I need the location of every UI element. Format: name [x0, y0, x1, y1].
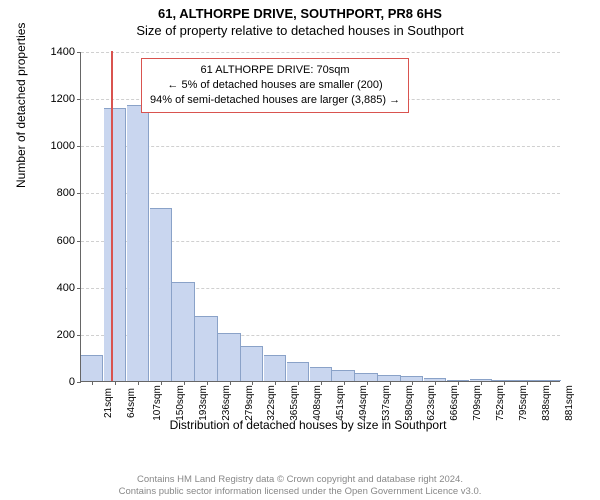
- x-tick-label: 150sqm: [175, 385, 186, 421]
- y-tick: [77, 52, 81, 53]
- x-tick-label: 64sqm: [126, 388, 137, 418]
- histogram-bar: [241, 346, 263, 381]
- x-tick-label: 795sqm: [518, 385, 529, 421]
- x-tick-label: 623sqm: [426, 385, 437, 421]
- x-tick-label: 881sqm: [563, 385, 574, 421]
- x-tick-label: 494sqm: [358, 385, 369, 421]
- x-tick-label: 279sqm: [243, 385, 254, 421]
- x-tick: [252, 381, 253, 385]
- x-tick: [550, 381, 551, 385]
- x-tick: [92, 381, 93, 385]
- x-tick: [527, 381, 528, 385]
- histogram-bar: [287, 362, 309, 381]
- x-tick: [298, 381, 299, 385]
- page-subtitle: Size of property relative to detached ho…: [0, 23, 600, 38]
- x-tick-label: 709sqm: [472, 385, 483, 421]
- x-tick: [115, 381, 116, 385]
- x-tick-label: 236sqm: [220, 385, 231, 421]
- x-tick: [367, 381, 368, 385]
- histogram-bar: [127, 105, 149, 381]
- x-tick: [344, 381, 345, 385]
- y-tick: [77, 146, 81, 147]
- footer-line-2: Contains public sector information licen…: [0, 486, 600, 498]
- histogram-bar: [172, 282, 194, 381]
- x-tick-label: 322sqm: [266, 385, 277, 421]
- x-tick-label: 193sqm: [198, 385, 209, 421]
- x-tick-label: 580sqm: [403, 385, 414, 421]
- y-tick-label: 600: [57, 235, 75, 247]
- x-tick: [230, 381, 231, 385]
- y-tick: [77, 241, 81, 242]
- footer: Contains HM Land Registry data © Crown c…: [0, 474, 600, 498]
- x-tick-label: 408sqm: [312, 385, 323, 421]
- histogram-bar: [195, 316, 217, 381]
- x-tick: [184, 381, 185, 385]
- x-tick-label: 365sqm: [289, 385, 300, 421]
- x-tick: [412, 381, 413, 385]
- x-tick-label: 752sqm: [495, 385, 506, 421]
- x-tick-label: 451sqm: [335, 385, 346, 421]
- histogram-bar: [310, 367, 332, 381]
- y-tick-label: 0: [69, 376, 75, 388]
- x-tick-label: 666sqm: [449, 385, 460, 421]
- x-tick: [321, 381, 322, 385]
- histogram-bar: [218, 333, 240, 381]
- plot-area: 020040060080010001200140021sqm64sqm107sq…: [80, 52, 560, 382]
- histogram-bar: [104, 108, 126, 381]
- histogram-bar: [81, 355, 103, 381]
- footer-line-1: Contains HM Land Registry data © Crown c…: [0, 474, 600, 486]
- y-tick: [77, 382, 81, 383]
- x-tick: [504, 381, 505, 385]
- x-tick: [435, 381, 436, 385]
- annotation-line-2: ← 5% of detached houses are smaller (200…: [150, 78, 400, 93]
- x-tick-label: 21sqm: [103, 388, 114, 418]
- y-tick-label: 800: [57, 187, 75, 199]
- page-title: 61, ALTHORPE DRIVE, SOUTHPORT, PR8 6HS: [0, 6, 600, 21]
- y-tick-label: 1400: [51, 46, 75, 58]
- x-tick-label: 537sqm: [380, 385, 391, 421]
- annotation-box: 61 ALTHORPE DRIVE: 70sqm ← 5% of detache…: [141, 58, 409, 113]
- grid-line: [81, 146, 560, 147]
- histogram-bar: [150, 208, 172, 381]
- y-tick: [77, 335, 81, 336]
- y-tick: [77, 193, 81, 194]
- y-tick-label: 1000: [51, 140, 75, 152]
- property-marker-line: [111, 51, 113, 381]
- y-tick-label: 200: [57, 329, 75, 341]
- x-tick-label: 107sqm: [152, 385, 163, 421]
- chart-container: Number of detached properties 0200400600…: [44, 48, 572, 418]
- annotation-line-3: 94% of semi-detached houses are larger (…: [150, 93, 400, 108]
- x-axis-label: Distribution of detached houses by size …: [44, 418, 572, 432]
- annotation-line-1: 61 ALTHORPE DRIVE: 70sqm: [150, 63, 400, 78]
- y-tick-label: 400: [57, 282, 75, 294]
- x-tick-label: 838sqm: [540, 385, 551, 421]
- grid-line: [81, 52, 560, 53]
- x-tick: [481, 381, 482, 385]
- histogram-bar: [332, 370, 354, 381]
- y-tick-label: 1200: [51, 93, 75, 105]
- y-tick: [77, 99, 81, 100]
- histogram-bar: [355, 373, 377, 381]
- x-tick: [138, 381, 139, 385]
- x-tick: [161, 381, 162, 385]
- x-tick: [207, 381, 208, 385]
- histogram-bar: [264, 355, 286, 381]
- x-tick: [458, 381, 459, 385]
- x-tick: [390, 381, 391, 385]
- x-tick: [275, 381, 276, 385]
- y-tick: [77, 288, 81, 289]
- grid-line: [81, 193, 560, 194]
- y-axis-label: Number of detached properties: [14, 23, 28, 188]
